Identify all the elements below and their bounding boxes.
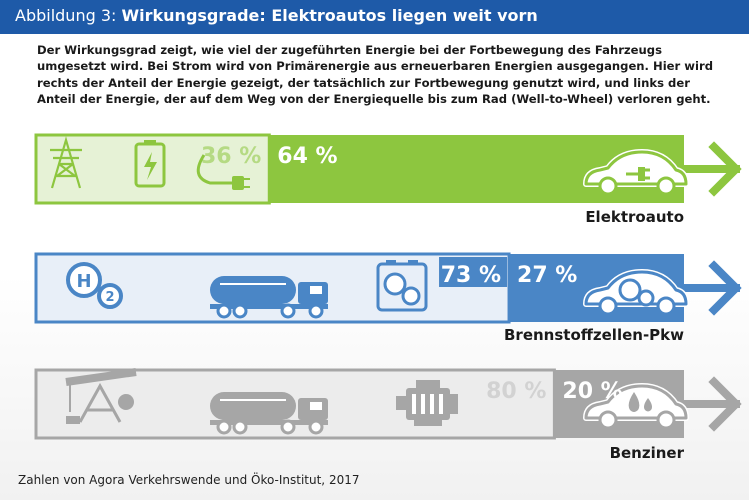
- figure-heading: Wirkungsgrade: Elektroautos liegen weit …: [121, 6, 538, 25]
- engine-icon: [396, 380, 458, 426]
- power-pylon-icon: [50, 136, 82, 189]
- figure-header: Abbildung 3: Wirkungsgrade: Elektroautos…: [0, 0, 749, 34]
- electric-car-icon: [583, 149, 689, 196]
- figure-title: Abbildung 3: Wirkungsgrade: Elektroautos…: [15, 6, 538, 25]
- category-label: Benziner: [610, 444, 685, 462]
- figure-number: Abbildung 3:: [15, 6, 117, 25]
- value-label-used: 27 %: [517, 263, 577, 288]
- direction-arrow-icon: [684, 376, 742, 432]
- hydrogen-molecule-icon: H2: [66, 262, 123, 309]
- value-label-lost: 80 %: [486, 379, 546, 404]
- value-label-used: 20 %: [562, 379, 622, 404]
- direction-arrow-icon: [684, 141, 742, 197]
- svg-text:H: H: [76, 271, 91, 292]
- svg-text:2: 2: [105, 290, 114, 305]
- battery-charging-icon: [134, 140, 166, 188]
- fuel-cell-icon: [376, 260, 428, 312]
- plug-cable-icon: [196, 154, 250, 190]
- oil-pump-icon: [65, 368, 137, 424]
- bar-row-2: 80 % 20 % Benziner: [34, 368, 742, 462]
- hydrogen-car-icon: [583, 269, 689, 316]
- category-label: Brennstoffzellen-Pkw: [504, 326, 684, 344]
- bar-row-1: H2 73 % 27 % Brennstoffzellen-Pkw: [34, 252, 742, 344]
- category-label: Elektroauto: [585, 208, 684, 226]
- intro-text: Der Wirkungsgrad zeigt, wie viel der zug…: [37, 43, 713, 107]
- bar-row-0: 36 % 64 % Elektroauto: [34, 133, 742, 226]
- value-label-lost-bg: [439, 257, 508, 287]
- petrol-car-icon: [583, 383, 689, 430]
- direction-arrow-icon: [684, 260, 742, 316]
- value-label-used: 64 %: [277, 144, 337, 169]
- tanker-truck-icon: [210, 392, 328, 435]
- value-label-lost: 73 %: [441, 263, 501, 288]
- source-note: Zahlen von Agora Verkehrswende und Öko-I…: [18, 473, 360, 487]
- value-label-lost: 36 %: [201, 144, 261, 169]
- tanker-truck-icon: [210, 276, 328, 319]
